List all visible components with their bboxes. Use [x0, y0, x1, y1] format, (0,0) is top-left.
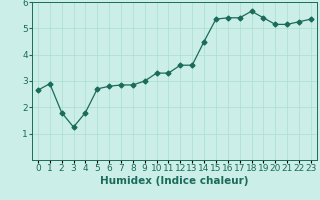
X-axis label: Humidex (Indice chaleur): Humidex (Indice chaleur) [100, 176, 249, 186]
